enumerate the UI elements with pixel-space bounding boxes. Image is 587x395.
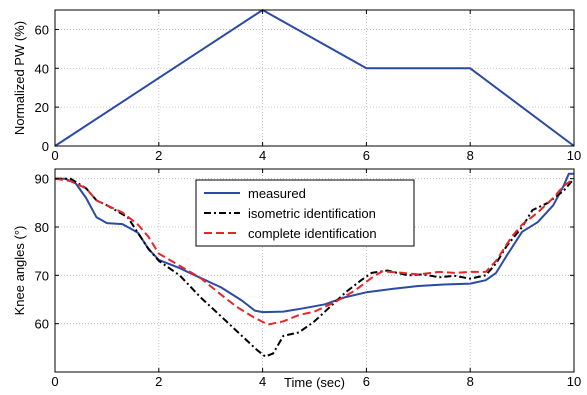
series-line-measured (55, 172, 574, 314)
legend-entry-measured: measured (248, 186, 306, 201)
y-tick-label: 40 (35, 61, 49, 76)
axes-frame (54, 168, 575, 373)
x-tick-label: 6 (363, 148, 370, 163)
x-tick-label: 0 (51, 374, 58, 389)
plot-2: 0 2 4 6 8 10 60 70 80 90 Knee angles (°) Time (sec)… (12, 168, 581, 390)
y-axis-label: Normalized PW (%) (12, 21, 27, 135)
x-tick-label: 8 (467, 148, 474, 163)
x-tick-label: 4 (259, 148, 266, 163)
plot-1: 0 2 4 6 8 10 0 20 40 60 Normalized PW (%) (12, 9, 581, 163)
series-line-complete-identification (54, 177, 575, 326)
y-tick-label: 70 (35, 268, 49, 283)
x-tick-label: 6 (363, 374, 370, 389)
y-tick-label: 0 (42, 139, 49, 154)
x-tick-label: 2 (155, 148, 162, 163)
y-tick-label: 90 (35, 172, 49, 187)
x-tick-label: 2 (155, 374, 162, 389)
y-tick-label: 20 (35, 100, 49, 115)
y-tick-label: 60 (35, 22, 49, 37)
series-line-isometric-identification (55, 177, 575, 358)
y-tick-label: 60 (35, 317, 49, 332)
series-line-series-1 (54, 9, 575, 147)
legend-entry-complete-identification: complete identification (248, 226, 377, 241)
x-tick-label: 10 (567, 148, 581, 163)
x-axis-label: Time (sec) (284, 375, 345, 390)
legend: measured isometric identification complete… (195, 179, 415, 247)
legend-entry-isometric-identification: isometric identification (248, 206, 376, 221)
axes-frame (54, 9, 575, 147)
x-tick-label: 10 (567, 374, 581, 389)
x-tick-label: 0 (51, 148, 58, 163)
y-axis-label: Knee angles (°) (12, 226, 27, 316)
x-tick-label: 4 (259, 374, 266, 389)
legend-box (195, 179, 415, 247)
x-tick-label: 8 (467, 374, 474, 389)
y-tick-label: 80 (35, 220, 49, 235)
